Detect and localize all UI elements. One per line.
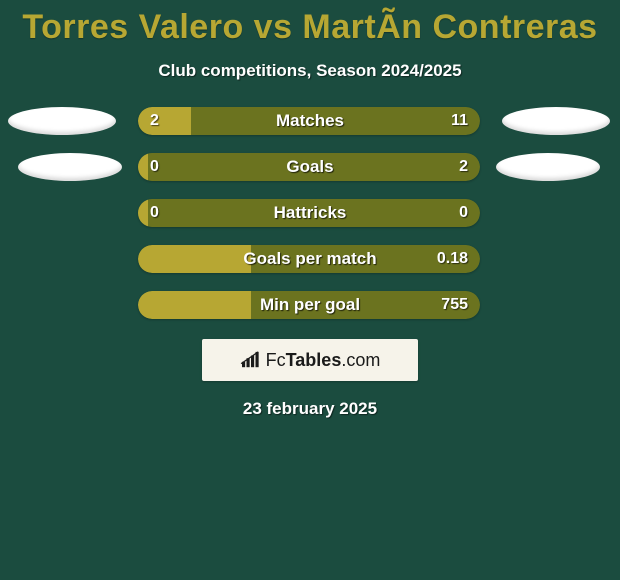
logo-text: FcTables.com [266,350,381,371]
stat-value-right: 755 [441,291,468,319]
stat-row: 211Matches [0,107,620,135]
fctables-logo: FcTables.com [202,339,418,381]
stat-bar [138,107,480,135]
player-oval-right [502,107,610,135]
bar-segment-left [138,107,191,135]
stat-rows: 211Matches02Goals00Hattricks0.18Goals pe… [0,107,620,319]
bar-segment-right [191,107,480,135]
stat-value-right: 0.18 [437,245,468,273]
subtitle: Club competitions, Season 2024/2025 [158,61,461,81]
stat-bar [138,199,480,227]
date-text: 23 february 2025 [243,399,377,419]
stat-value-left: 0 [150,199,159,227]
bar-segment-left [138,245,251,273]
stat-value-left: 2 [150,107,159,135]
player-oval-right [496,153,600,181]
stat-value-left: 0 [150,153,159,181]
bar-segment-right [148,199,480,227]
bar-segment-left [138,291,251,319]
logo-suffix: .com [341,350,380,370]
bar-chart-icon [240,351,262,369]
stat-bar [138,291,480,319]
stat-row: 755Min per goal [0,291,620,319]
bar-segment-right [148,153,480,181]
logo-bold: Tables [286,350,342,370]
player-oval-left [18,153,122,181]
logo-prefix: Fc [266,350,286,370]
player-oval-left [8,107,116,135]
stat-row: 00Hattricks [0,199,620,227]
stat-value-right: 2 [459,153,468,181]
page-title: Torres Valero vs MartÃ­n Contreras [22,8,597,47]
bar-segment-left [138,153,148,181]
stat-value-right: 0 [459,199,468,227]
stat-row: 0.18Goals per match [0,245,620,273]
comparison-card: Torres Valero vs MartÃ­n Contreras Club … [0,0,620,419]
stat-row: 02Goals [0,153,620,181]
stat-bar [138,153,480,181]
stat-value-right: 11 [451,107,468,135]
bar-segment-left [138,199,148,227]
stat-bar [138,245,480,273]
